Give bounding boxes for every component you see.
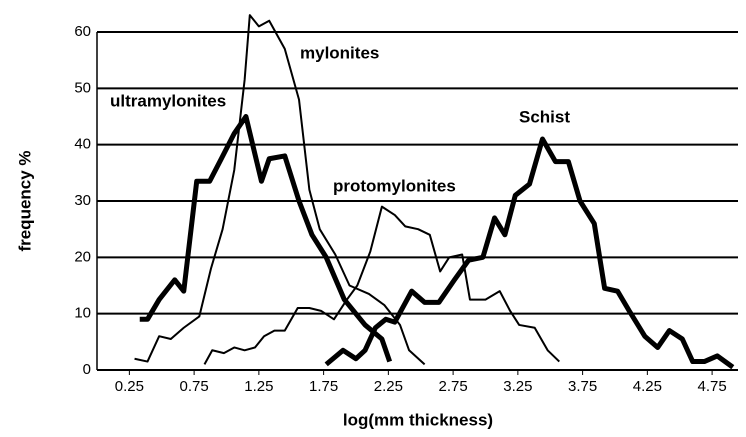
x-tick-label: 0.25	[115, 378, 144, 395]
x-tick-label: 4.75	[697, 378, 726, 395]
y-axis-title: frequency %	[15, 150, 34, 251]
y-tick-label: 40	[74, 136, 91, 153]
x-tick-label: 1.75	[309, 378, 338, 395]
series-line	[203, 205, 560, 365]
y-tick-label: 0	[83, 361, 91, 378]
y-tick-label: 30	[74, 192, 91, 209]
x-tick-label: 2.75	[439, 378, 468, 395]
series-label: Schist	[519, 107, 570, 126]
series-label: ultramylonites	[110, 91, 226, 110]
x-tick-label: 3.75	[568, 378, 597, 395]
x-tick-label: 1.25	[244, 378, 273, 395]
y-tick-label: 50	[74, 79, 91, 96]
x-tick-label: 2.25	[374, 378, 403, 395]
y-tick-label: 60	[74, 23, 91, 40]
x-tick-label: 0.75	[180, 378, 209, 395]
series-line	[324, 136, 735, 370]
y-tick-label: 10	[74, 305, 91, 322]
x-axis-title: log(mm thickness)	[343, 410, 493, 429]
y-tick-label: 20	[74, 248, 91, 265]
series-label: protomylonites	[333, 176, 456, 195]
series-line	[134, 14, 426, 366]
series-line	[139, 114, 393, 363]
series-label: mylonites	[300, 43, 379, 62]
x-tick-label: 4.25	[633, 378, 662, 395]
x-tick-label: 3.25	[503, 378, 532, 395]
